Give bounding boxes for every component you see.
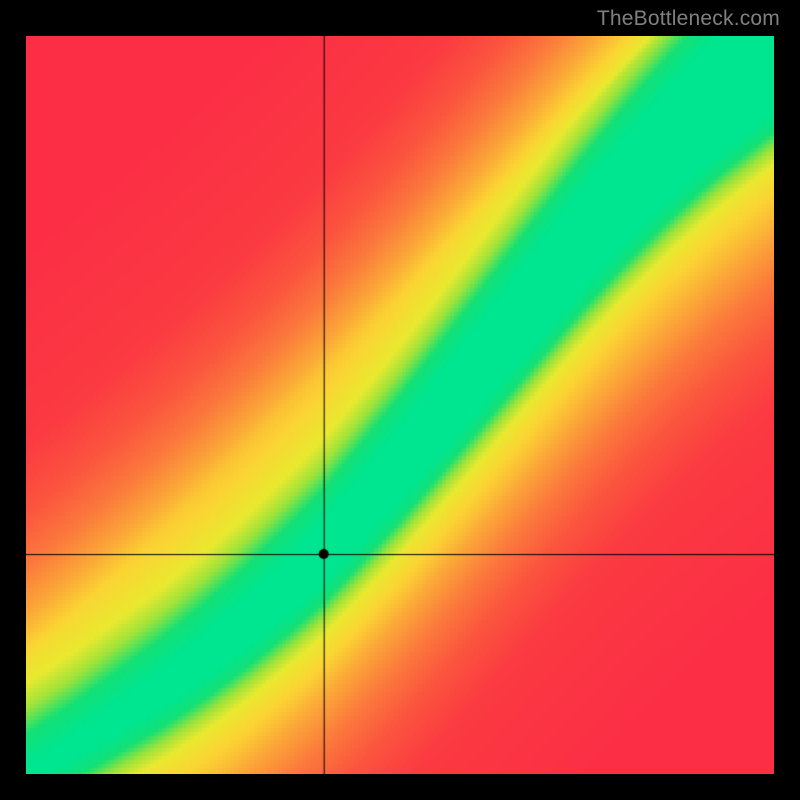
heatmap-canvas — [26, 36, 774, 774]
chart-container: TheBottleneck.com — [0, 0, 800, 800]
heatmap-plot — [26, 36, 774, 774]
watermark-text: TheBottleneck.com — [597, 7, 780, 31]
